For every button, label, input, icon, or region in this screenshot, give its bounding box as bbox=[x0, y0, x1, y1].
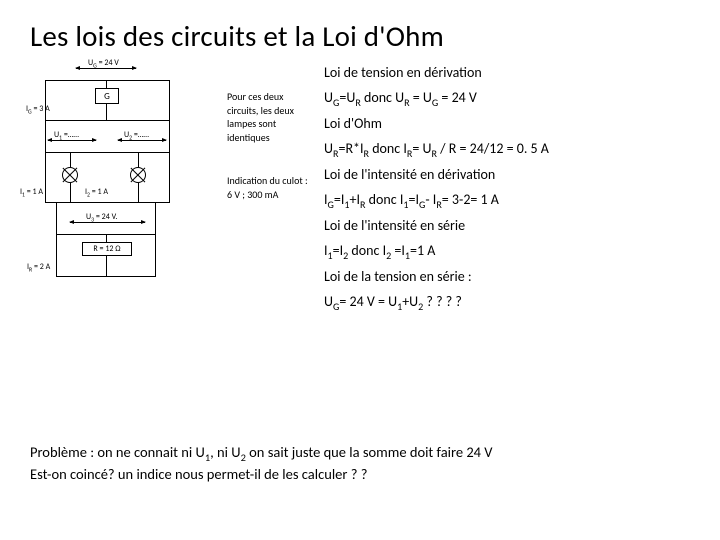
wire bbox=[70, 183, 71, 202]
law-heading: Loi de tension en dérivation bbox=[324, 62, 690, 84]
law-line: IG=I1+IR donc I1=IG- IR= 3-2= 1 A bbox=[324, 189, 690, 212]
wire bbox=[138, 152, 139, 167]
laws-column: Loi de tension en dérivation UG=UR donc … bbox=[324, 62, 690, 362]
wire bbox=[56, 234, 57, 276]
lamp-1 bbox=[62, 167, 78, 183]
wire bbox=[106, 234, 107, 242]
u2-label: U2 =…… bbox=[124, 130, 149, 142]
law-heading: Loi de l'intensité en série bbox=[324, 215, 690, 237]
wire bbox=[45, 80, 170, 81]
wire bbox=[45, 120, 170, 121]
circuit-diagram: UG = 24 V G IG = 3 A U1 =…… U2 =…… bbox=[30, 62, 210, 342]
generator-box: G bbox=[95, 88, 119, 104]
lamp-2 bbox=[130, 167, 146, 183]
wire bbox=[155, 202, 156, 234]
law-line: UG= 24 V = U1+U2 ? ? ? ? bbox=[324, 291, 690, 314]
wire bbox=[106, 256, 107, 276]
middle-notes: Pour ces deux circuits, les deux lampes … bbox=[227, 62, 312, 362]
bottom-problem: Problème : on ne connait ni U1, ni U2 on… bbox=[30, 443, 493, 485]
u3-label: U3 = 24 V. bbox=[86, 212, 117, 224]
law-heading: Loi de l'intensité en dérivation bbox=[324, 164, 690, 186]
wire bbox=[45, 152, 46, 202]
i2-label: I2 = 1 A bbox=[85, 187, 108, 199]
page-title: Les lois des circuits et la Loi d'Ohm bbox=[30, 18, 690, 54]
law-line: I1=I2 donc I2 =I1=1 A bbox=[324, 240, 690, 263]
circuit-column: UG = 24 V G IG = 3 A U1 =…… U2 =…… bbox=[30, 62, 215, 362]
wire bbox=[45, 120, 46, 152]
wire bbox=[70, 152, 71, 167]
ug-label: UG = 24 V bbox=[88, 58, 119, 70]
note-2: Indication du culot : 6 V ; 300 mA bbox=[227, 174, 312, 201]
ig-label: IG = 3 A bbox=[26, 104, 50, 116]
law-line: UG=UR donc UR = UG = 24 V bbox=[324, 87, 690, 110]
wire bbox=[45, 202, 170, 203]
resistor-box: R = 12 Ω bbox=[82, 242, 132, 256]
u1-label: U1 =…… bbox=[54, 130, 79, 142]
law-line: UR=R*IR donc IR= UR / R = 24/12 = 0. 5 A bbox=[324, 138, 690, 161]
wire bbox=[155, 234, 156, 276]
problem-line-1: Problème : on ne connait ni U1, ni U2 on… bbox=[30, 443, 493, 465]
wire bbox=[106, 80, 107, 88]
i1-label: I1 = 1 A bbox=[20, 187, 43, 199]
wire bbox=[169, 152, 170, 202]
content-row: UG = 24 V G IG = 3 A U1 =…… U2 =…… bbox=[30, 62, 690, 362]
wire bbox=[169, 80, 170, 120]
problem-line-2: Est-on coincé? un indice nous permet-il … bbox=[30, 465, 493, 485]
wire bbox=[56, 276, 156, 277]
wire bbox=[106, 104, 107, 120]
wire bbox=[56, 202, 57, 234]
law-heading: Loi d'Ohm bbox=[324, 113, 690, 135]
wire bbox=[45, 152, 170, 153]
law-heading: Loi de la tension en série : bbox=[324, 266, 690, 288]
note-1: Pour ces deux circuits, les deux lampes … bbox=[227, 90, 312, 144]
ir-label: IR = 2 A bbox=[27, 262, 50, 274]
wire bbox=[169, 120, 170, 152]
wire bbox=[138, 183, 139, 202]
